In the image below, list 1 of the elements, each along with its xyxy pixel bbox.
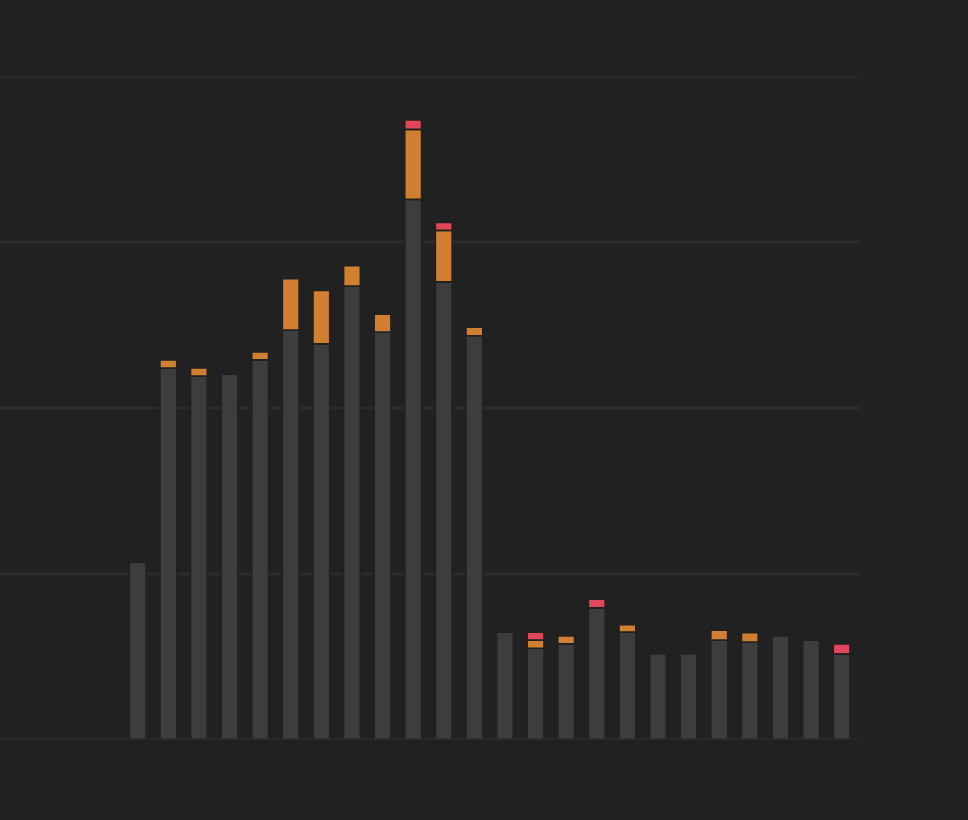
bar: [526, 631, 545, 642]
